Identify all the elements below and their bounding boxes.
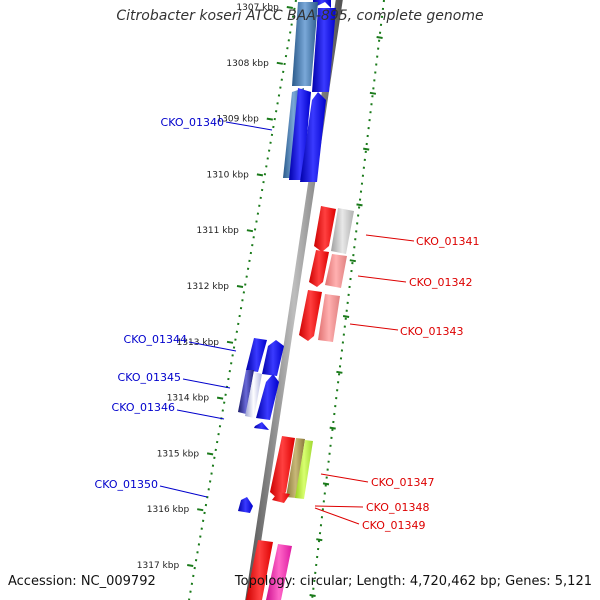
gene-feature[interactable] bbox=[325, 254, 347, 288]
map-title: Citrobacter koseri ATCC BAA-895, complet… bbox=[116, 8, 484, 24]
scale-tick-mark bbox=[206, 452, 214, 456]
gene-features bbox=[238, 0, 354, 600]
gene-feature[interactable] bbox=[318, 294, 340, 342]
scale-tick-label: 1314 kbp bbox=[167, 394, 210, 404]
scale-tick-label: 1311 kbp bbox=[196, 226, 239, 236]
scale-tick-mark bbox=[363, 147, 370, 151]
gene-label-cko-01350[interactable]: CKO_01350 bbox=[95, 478, 158, 491]
scale-tick-mark bbox=[197, 508, 204, 512]
gene-labels: CKO_01340 CKO_01341 CKO_01342 CKO_01343 … bbox=[95, 116, 480, 532]
gene-label-cko-01342[interactable]: CKO_01342 bbox=[409, 276, 472, 289]
scale-tick-mark bbox=[309, 594, 316, 597]
scale-tick-mark bbox=[276, 61, 283, 65]
topology-label: Topology: circular; Length: 4,720,462 bp… bbox=[234, 574, 592, 589]
gene-feature[interactable] bbox=[262, 340, 284, 376]
inner-tick-ring bbox=[188, 0, 297, 600]
scale-tick-mark bbox=[349, 259, 356, 263]
gene-label-cko-01343[interactable]: CKO_01343 bbox=[400, 325, 463, 338]
gene-feature[interactable] bbox=[292, 2, 318, 86]
scale-tick-mark bbox=[322, 482, 330, 486]
gene-label-cko-01347[interactable]: CKO_01347 bbox=[371, 476, 434, 489]
gene-label-cko-01345[interactable]: CKO_01345 bbox=[118, 371, 181, 384]
gene-label-cko-01340[interactable]: CKO_01340 bbox=[161, 116, 224, 129]
gene-feature[interactable] bbox=[254, 422, 269, 430]
scale-tick-mark bbox=[376, 36, 383, 39]
scale-tick-label: 1315 kbp bbox=[157, 449, 200, 459]
scale-tick-label: 1317 kbp bbox=[137, 561, 180, 571]
gene-feature[interactable] bbox=[238, 497, 253, 513]
scale-tick-mark bbox=[286, 6, 293, 9]
gene-label-cko-01344[interactable]: CKO_01344 bbox=[124, 333, 187, 346]
scale-tick-label: 1307 kbp bbox=[236, 3, 279, 13]
scale-tick-mark bbox=[336, 370, 343, 374]
gene-feature[interactable] bbox=[331, 208, 354, 254]
scale-tick-mark bbox=[226, 340, 234, 344]
gene-feature[interactable] bbox=[266, 544, 292, 600]
scale-tick-mark bbox=[329, 426, 336, 430]
gene-feature[interactable] bbox=[238, 370, 254, 414]
gene-feature[interactable] bbox=[289, 88, 311, 180]
scale-tick-mark bbox=[369, 91, 377, 95]
gene-label-cko-01341[interactable]: CKO_01341 bbox=[416, 235, 479, 248]
gene-feature[interactable] bbox=[245, 372, 262, 418]
scale-tick-label: 1313 kbp bbox=[177, 338, 220, 348]
scale-tick-mark bbox=[216, 396, 224, 400]
accession-label: Accession: NC_009792 bbox=[8, 574, 156, 589]
scale-tick-mark bbox=[246, 229, 254, 233]
gene-feature[interactable] bbox=[314, 206, 336, 252]
gene-feature[interactable] bbox=[312, 8, 336, 92]
gene-feature[interactable] bbox=[299, 290, 322, 341]
gene-feature[interactable] bbox=[256, 374, 279, 420]
scale-tick-label: 1316 kbp bbox=[147, 505, 190, 515]
scale-tick-label: 1310 kbp bbox=[206, 170, 249, 180]
scale-tick-label: 1309 kbp bbox=[216, 115, 259, 125]
gene-feature[interactable] bbox=[295, 440, 313, 499]
gene-feature[interactable] bbox=[286, 438, 305, 498]
gene-feature[interactable] bbox=[246, 540, 273, 600]
scale-tick-label: 1308 kbp bbox=[226, 59, 269, 69]
scale-tick-mark bbox=[356, 203, 363, 207]
scale-tick-mark bbox=[266, 117, 273, 121]
gene-feature[interactable] bbox=[300, 92, 326, 182]
gene-feature[interactable] bbox=[309, 250, 329, 287]
gene-feature[interactable] bbox=[246, 338, 267, 372]
scale-labels: 1307 kbp 1308 kbp 1309 kbp 1310 kbp 1311 kbp… bbox=[137, 3, 279, 571]
scale-tick-mark bbox=[236, 285, 244, 288]
gene-label-cko-01348[interactable]: CKO_01348 bbox=[366, 501, 429, 514]
scale-tick-mark bbox=[187, 564, 194, 567]
scale-tick-mark bbox=[342, 315, 350, 318]
gene-label-cko-01349[interactable]: CKO_01349 bbox=[362, 519, 425, 532]
gene-feature[interactable] bbox=[272, 492, 290, 503]
major-ticks bbox=[187, 6, 383, 597]
genome-backbone bbox=[245, 0, 343, 600]
scale-tick-mark bbox=[256, 173, 264, 177]
scale-tick-mark bbox=[316, 538, 323, 542]
gene-feature[interactable] bbox=[270, 436, 295, 500]
scale-tick-label: 1312 kbp bbox=[187, 282, 230, 292]
gene-label-cko-01346[interactable]: CKO_01346 bbox=[112, 401, 175, 414]
